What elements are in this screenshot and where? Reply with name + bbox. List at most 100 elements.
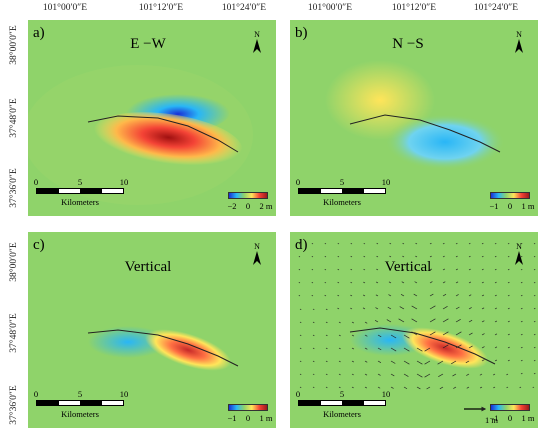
lon-label-5: 101°12′0″E xyxy=(391,3,437,13)
displacement-vector xyxy=(465,360,470,364)
colorbar xyxy=(490,192,530,199)
displacement-vector xyxy=(442,306,448,310)
north-arrow-icon xyxy=(515,251,523,265)
displacement-vector xyxy=(390,334,397,339)
displacement-vector xyxy=(375,281,379,284)
north-arrow-icon xyxy=(515,39,523,53)
deformation-map-a xyxy=(28,20,276,216)
lat-label-1: 38°00′0″E xyxy=(9,25,19,65)
displacement-vector xyxy=(364,347,368,350)
displacement-vector xyxy=(325,373,328,376)
displacement-vector xyxy=(401,268,405,271)
displacement-vector xyxy=(507,242,510,245)
north-arrow-icon xyxy=(253,39,261,53)
displacement-vector xyxy=(311,294,314,297)
displacement-vector xyxy=(390,373,395,377)
displacement-vector xyxy=(494,346,498,349)
displacement-vector xyxy=(494,294,497,297)
displacement-vector xyxy=(455,281,459,284)
displacement-vector xyxy=(429,255,432,258)
displacement-vector xyxy=(299,347,302,350)
north-arrow-label: N xyxy=(516,30,522,39)
displacement-vector xyxy=(479,373,483,376)
displacement-vector xyxy=(481,268,484,271)
displacement-vector xyxy=(298,269,301,271)
displacement-vector xyxy=(325,347,328,350)
displacement-vector xyxy=(442,293,447,297)
displacement-vector xyxy=(439,386,444,390)
displacement-vector xyxy=(363,294,366,297)
displacement-vector xyxy=(533,359,536,362)
displacement-vector xyxy=(507,346,510,349)
displacement-vector xyxy=(507,320,510,323)
north-arrow-label: N xyxy=(516,242,522,251)
displacement-vector xyxy=(507,333,510,336)
displacement-vector xyxy=(429,305,436,310)
scale-bar-segment xyxy=(101,189,123,193)
displacement-vector xyxy=(494,333,498,336)
displacement-vector xyxy=(325,321,328,324)
colorbar-tick-label: 0 xyxy=(507,413,513,423)
scale-bar-segment xyxy=(101,401,123,405)
deformation-map-c xyxy=(28,232,276,428)
displacement-vector xyxy=(337,307,340,310)
panel-c-letter: c) xyxy=(33,237,45,253)
displacement-vector xyxy=(312,321,315,324)
lon-label-4: 101°00′0″E xyxy=(307,3,353,13)
displacement-vector xyxy=(389,242,392,245)
panel-a xyxy=(28,20,276,216)
panel-b xyxy=(290,20,538,216)
displacement-vector xyxy=(437,360,444,365)
displacement-vector xyxy=(520,359,523,362)
colorbar-labels: −1 0 1 m xyxy=(227,413,272,423)
displacement-vector xyxy=(350,281,353,284)
scale-bar-segment xyxy=(363,189,385,193)
displacement-vector xyxy=(507,359,510,362)
displacement-vector xyxy=(468,255,471,258)
displacement-vector xyxy=(411,318,418,323)
scale-bar-unit: Kilometers xyxy=(323,409,361,419)
panel-d-title: Vertical xyxy=(384,259,432,275)
displacement-vector xyxy=(324,268,327,271)
displacement-vector xyxy=(429,242,432,245)
displacement-vector xyxy=(429,268,433,271)
displacement-vector xyxy=(311,243,314,245)
displacement-vector xyxy=(312,334,315,337)
displacement-vector xyxy=(351,360,355,363)
scale-bar-tick-label: 10 xyxy=(381,389,391,399)
displacement-vector xyxy=(312,347,315,350)
displacement-vector xyxy=(533,294,536,297)
lat-label-5: 37°48′0″E xyxy=(9,313,19,353)
panel-b-letter: b) xyxy=(295,25,308,41)
displacement-vector xyxy=(455,344,462,349)
displacement-vector xyxy=(351,373,354,376)
displacement-vector xyxy=(466,386,470,389)
panel-c xyxy=(28,232,276,428)
scale-bar-tick-label: 5 xyxy=(339,389,345,399)
scale-bar-segment xyxy=(320,401,342,405)
displacement-vector xyxy=(350,294,353,297)
colorbar-labels: −1 0 1 m xyxy=(489,413,534,423)
panel-a-title: E −W xyxy=(130,36,166,52)
displacement-vector xyxy=(338,386,341,389)
lon-label-1: 101°00′0″E xyxy=(42,3,88,13)
displacement-vector xyxy=(507,281,510,284)
displacement-vector xyxy=(533,320,536,323)
displacement-vector xyxy=(337,294,340,297)
vector-scale-label: 1 m xyxy=(485,415,498,425)
displacement-vector xyxy=(468,294,472,297)
displacement-vector xyxy=(442,318,449,323)
displacement-vector xyxy=(402,242,405,245)
displacement-vector xyxy=(415,242,418,245)
displacement-vector xyxy=(386,319,392,323)
colorbar-tick-label: 0 xyxy=(245,201,251,211)
displacement-vector xyxy=(338,347,341,350)
displacement-vector xyxy=(452,373,457,377)
lat-label-3: 37°36′0″E xyxy=(9,168,19,208)
displacement-vector xyxy=(520,320,523,323)
displacement-vector xyxy=(403,347,410,352)
displacement-vector xyxy=(337,281,340,284)
lat-label-2: 37°48′0″E xyxy=(9,98,19,138)
scale-bar-ticks: 0 5 10 xyxy=(296,177,390,187)
displacement-vector xyxy=(402,255,405,258)
